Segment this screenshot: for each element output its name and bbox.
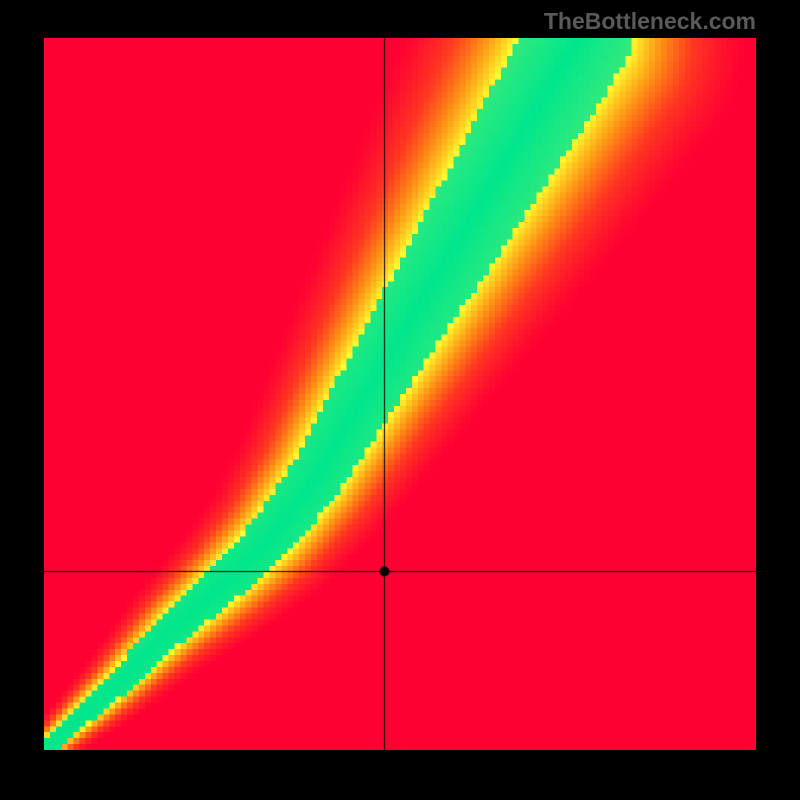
bottleneck-heatmap [44, 38, 756, 750]
chart-wrapper: TheBottleneck.com [0, 0, 800, 800]
watermark-text: TheBottleneck.com [544, 8, 756, 35]
